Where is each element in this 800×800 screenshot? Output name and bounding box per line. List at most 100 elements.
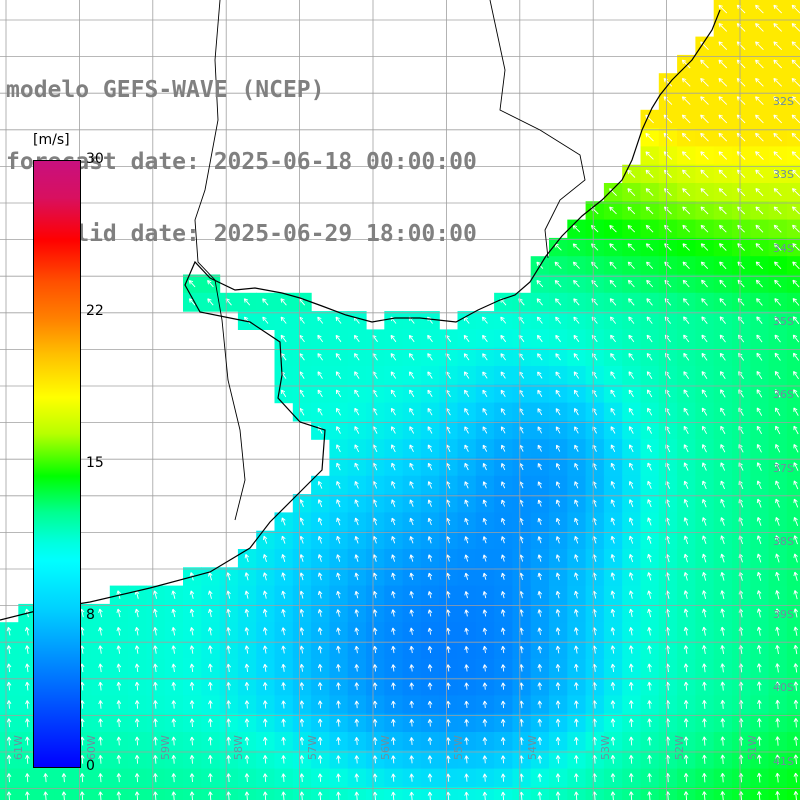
wind-arrow bbox=[756, 608, 762, 618]
wind-arrow bbox=[226, 590, 231, 599]
wind-arrow bbox=[336, 755, 341, 764]
wind-arrow bbox=[628, 389, 634, 398]
wind-cell bbox=[786, 402, 800, 422]
wind-arrow bbox=[610, 535, 616, 544]
wind-arrow bbox=[317, 353, 323, 361]
wind-arrow bbox=[336, 773, 341, 782]
wind-arrow bbox=[682, 261, 690, 270]
wind-arrow bbox=[281, 773, 286, 782]
wind-arrow bbox=[628, 535, 634, 544]
wind-arrow bbox=[409, 389, 415, 398]
wind-arrow bbox=[702, 517, 707, 526]
wind-arrow bbox=[482, 773, 488, 782]
wind-arrow bbox=[25, 736, 30, 746]
wind-arrow bbox=[317, 389, 323, 398]
wind-arrow bbox=[773, 59, 783, 69]
wind-arrow bbox=[681, 59, 691, 69]
wind-arrow bbox=[610, 791, 616, 800]
wind-arrow bbox=[792, 352, 800, 361]
wind-arrow bbox=[98, 718, 103, 728]
wind-cell bbox=[640, 786, 660, 800]
wind-arrow bbox=[702, 553, 707, 563]
wind-cell bbox=[732, 786, 751, 800]
wind-arrow bbox=[116, 773, 122, 783]
wind-arrow bbox=[61, 791, 67, 800]
wind-arrow bbox=[755, 59, 764, 69]
wind-arrow bbox=[372, 682, 378, 690]
wind-arrow bbox=[628, 499, 634, 508]
wind-arrow bbox=[354, 499, 359, 507]
wind-arrow bbox=[372, 791, 378, 800]
wind-arrow bbox=[317, 334, 324, 343]
wind-arrow bbox=[372, 755, 378, 764]
wind-cell bbox=[786, 695, 800, 715]
wind-arrow bbox=[409, 627, 414, 635]
wind-arrow bbox=[702, 535, 707, 545]
wind-arrow bbox=[409, 773, 414, 782]
latitude-label: 40S bbox=[773, 681, 794, 695]
wind-cell bbox=[786, 18, 800, 38]
wind-arrow bbox=[134, 791, 140, 800]
wind-arrow bbox=[354, 755, 360, 764]
wind-arrow bbox=[555, 536, 561, 544]
wind-arrow bbox=[702, 590, 707, 600]
wind-arrow bbox=[336, 572, 341, 581]
wind-arrow bbox=[391, 517, 396, 526]
wind-arrow bbox=[755, 23, 764, 32]
wind-arrow bbox=[555, 645, 561, 654]
wind-arrow bbox=[555, 371, 561, 379]
wind-arrow bbox=[610, 645, 616, 654]
wind-arrow bbox=[720, 444, 726, 453]
wind-arrow bbox=[628, 773, 634, 783]
wind-arrow bbox=[189, 590, 195, 599]
wind-arrow bbox=[226, 663, 231, 672]
wind-arrow bbox=[683, 572, 689, 581]
wind-arrow bbox=[409, 536, 414, 544]
wind-arrow bbox=[299, 755, 305, 764]
wind-arrow bbox=[628, 352, 635, 361]
wind-arrow bbox=[720, 608, 725, 618]
wind-arrow bbox=[281, 700, 286, 709]
valid-date: valid date: 2025-06-29 18:00:00 bbox=[6, 221, 477, 247]
wind-arrow bbox=[756, 590, 762, 600]
wind-arrow bbox=[500, 389, 506, 397]
wind-arrow bbox=[702, 480, 707, 490]
wind-arrow bbox=[646, 334, 653, 343]
wind-arrow bbox=[683, 590, 689, 600]
wind-arrow bbox=[262, 718, 268, 727]
wind-arrow bbox=[683, 334, 690, 343]
wind-arrow bbox=[116, 718, 122, 728]
wind-arrow bbox=[354, 481, 359, 489]
wind-arrow bbox=[116, 627, 122, 636]
wind-arrow bbox=[555, 316, 562, 324]
wind-arrow bbox=[756, 425, 762, 435]
wind-arrow bbox=[390, 334, 397, 343]
wind-arrow bbox=[775, 480, 781, 490]
wind-arrow bbox=[683, 407, 689, 416]
wind-arrow bbox=[409, 572, 414, 581]
wind-arrow bbox=[537, 536, 542, 544]
wind-arrow bbox=[683, 462, 689, 471]
wind-arrow bbox=[153, 663, 158, 673]
wind-arrow bbox=[756, 480, 762, 490]
wind-arrow bbox=[773, 4, 783, 14]
wind-arrow bbox=[189, 773, 195, 783]
wind-arrow bbox=[792, 297, 800, 306]
wind-arrow bbox=[683, 645, 689, 654]
wind-arrow bbox=[482, 389, 488, 398]
wind-arrow bbox=[464, 462, 469, 471]
wind-arrow bbox=[354, 353, 360, 361]
wind-arrow bbox=[536, 334, 543, 343]
longitude-label: 53W bbox=[599, 735, 613, 760]
wind-arrow bbox=[647, 426, 652, 434]
wind-arrow bbox=[555, 554, 561, 562]
wind-arrow bbox=[719, 298, 727, 306]
wind-arrow bbox=[628, 517, 634, 526]
wind-arrow bbox=[61, 773, 67, 783]
wind-arrow bbox=[354, 444, 360, 453]
wind-arrow bbox=[317, 682, 323, 691]
wind-arrow bbox=[153, 681, 158, 691]
wind-arrow bbox=[262, 773, 268, 782]
wind-arrow bbox=[537, 773, 543, 782]
